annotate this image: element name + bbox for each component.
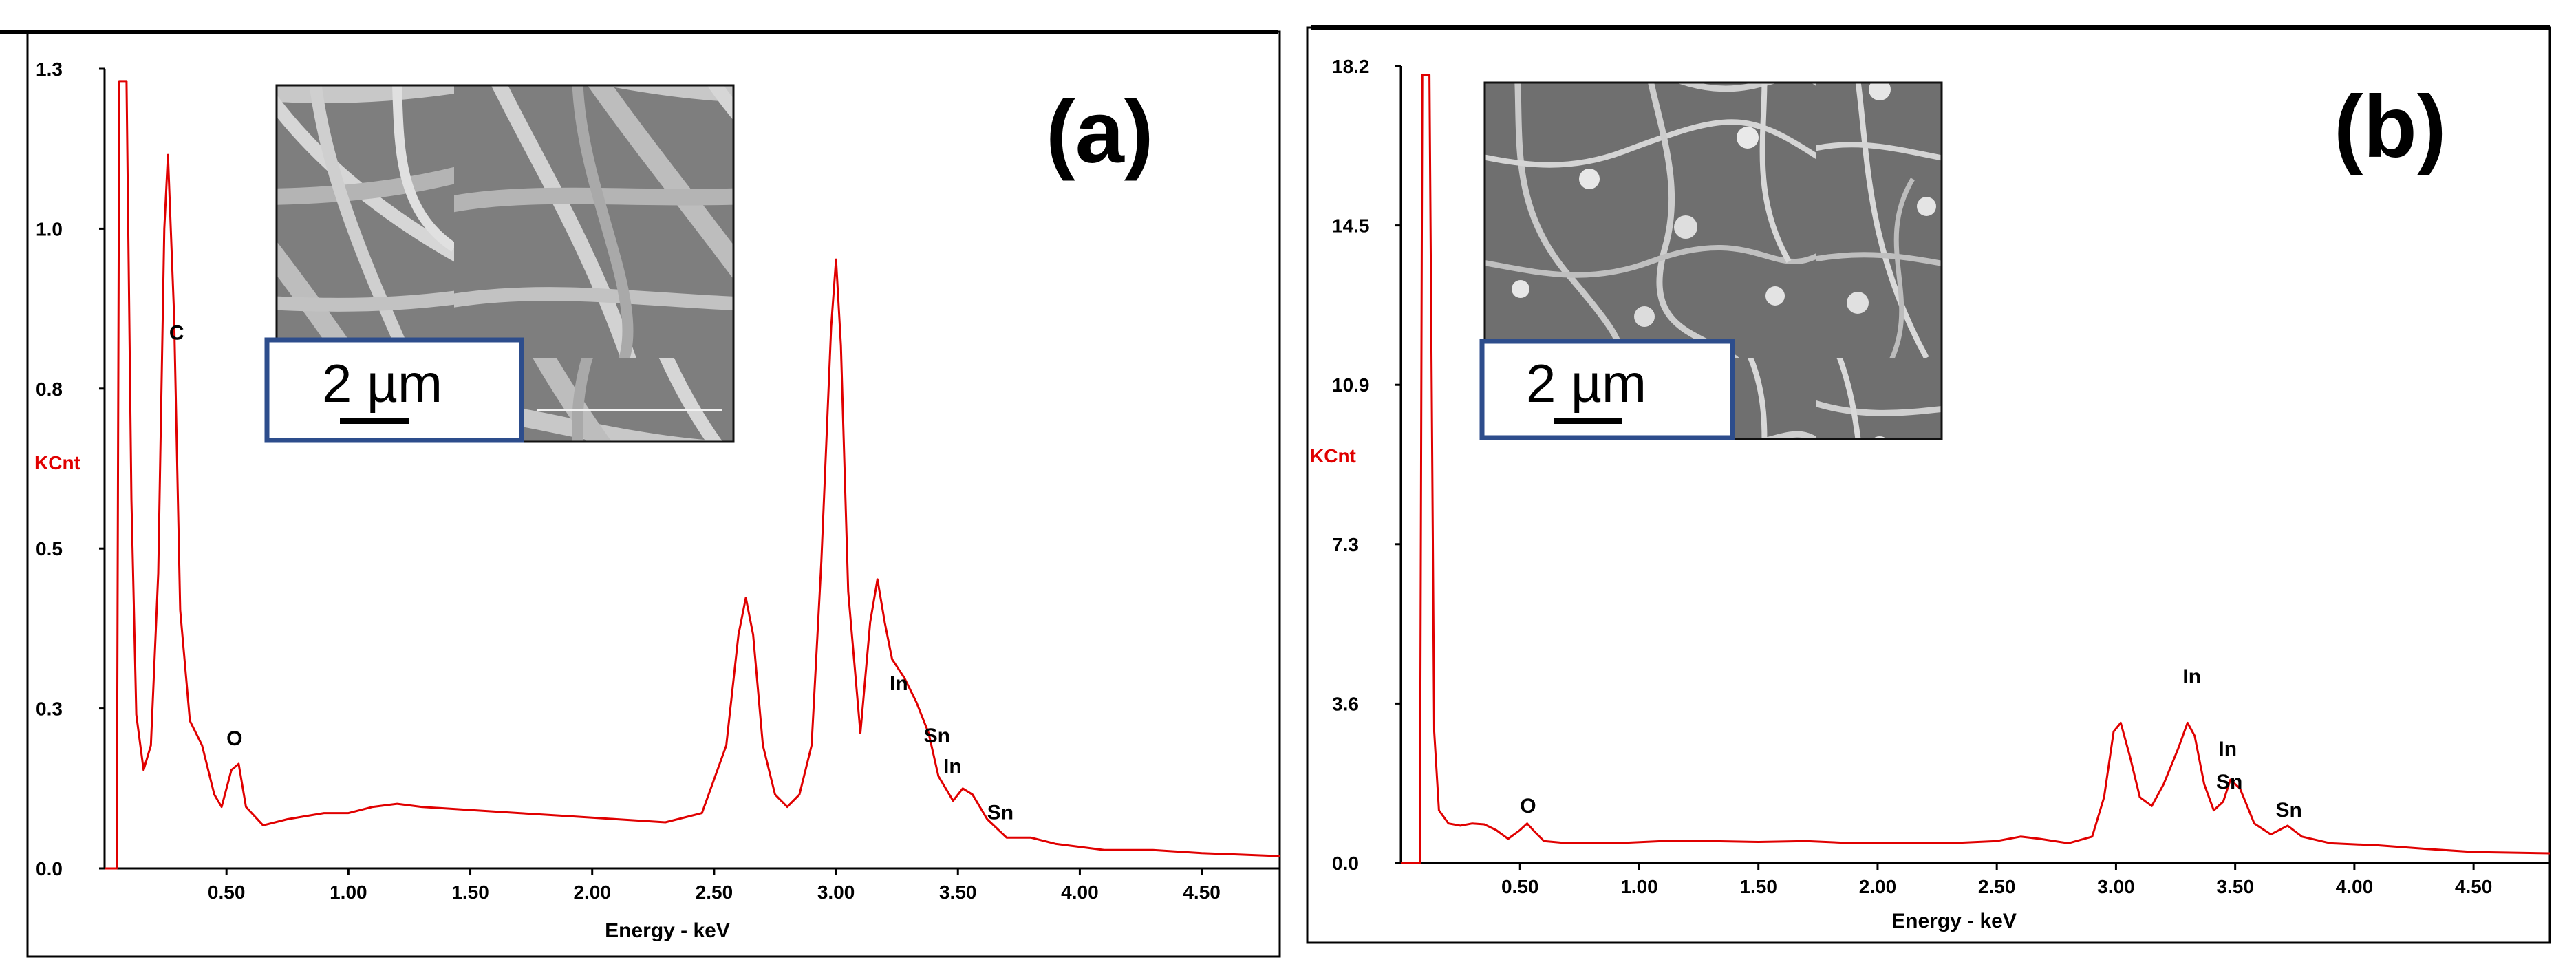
- y-tick-label: 7.3: [1332, 534, 1359, 555]
- peak-label: In: [2182, 665, 2201, 688]
- panel-a-label: (a): [1046, 83, 1153, 182]
- panel-a-peak-labels: C O In Sn In Sn: [169, 321, 1013, 824]
- y-tick-label: 0.3: [36, 698, 63, 720]
- x-tick-label: 1.50: [1739, 876, 1777, 897]
- panel-b-x-ticks: 0.50 1.00 1.50 2.00 2.50 3.00 3.50 4.00 4.50: [1501, 863, 2492, 897]
- peak-label: In: [2218, 738, 2237, 760]
- peak-label: Sn: [987, 801, 1013, 824]
- panel-b-sem-inset: 2 µm: [1479, 81, 1943, 440]
- panel-a-spectrum-line: [105, 80, 1280, 870]
- x-tick-label: 4.00: [1061, 881, 1099, 903]
- x-tick-label: 1.00: [1620, 876, 1658, 897]
- x-tick-label: 2.00: [1859, 876, 1897, 897]
- y-tick-label: 0.8: [36, 378, 63, 400]
- x-tick-label: 0.50: [208, 881, 246, 903]
- y-tick-label: 1.0: [36, 218, 63, 239]
- y-tick-label: 0.0: [1332, 853, 1359, 874]
- panel-a: 0.0 0.3 0.5 0.8 1.0 1.3 0.50 1.00 1.50 2.00 2.50 3…: [26, 30, 1281, 958]
- peak-label: Sn: [924, 725, 950, 747]
- panel-a-x-axis-title: Energy - keV: [605, 919, 730, 942]
- peak-label: O: [1520, 795, 1536, 817]
- x-tick-label: 1.50: [451, 881, 489, 903]
- x-tick-label: 3.00: [817, 881, 855, 903]
- panel-b-frame: [1306, 26, 2551, 944]
- panel-a-y-axis-label: KCnt: [34, 452, 80, 473]
- panel-a-frame: [26, 30, 1281, 958]
- panel-b-label: (b): [2334, 78, 2446, 176]
- peak-label: Sn: [2216, 771, 2242, 793]
- y-tick-label: 10.9: [1332, 374, 1370, 396]
- x-tick-label: 3.00: [2097, 876, 2135, 897]
- x-tick-label: 4.50: [1183, 881, 1221, 903]
- panel-b: 0.0 3.6 7.3 10.9 14.5 18.2 0.50 1.00 1.50 2.00 2.…: [1306, 26, 2551, 944]
- x-tick-label: 1.00: [330, 881, 367, 903]
- panel-b-x-axis-title: Energy - keV: [1891, 910, 2017, 932]
- x-tick-label: 2.50: [696, 881, 733, 903]
- y-tick-label: 1.3: [36, 58, 63, 80]
- x-tick-label: 4.50: [2455, 876, 2493, 897]
- panel-b-scale-label: 2 µm: [1526, 353, 1646, 414]
- peak-label: Sn: [2276, 799, 2302, 822]
- x-tick-label: 3.50: [939, 881, 977, 903]
- panel-b-y-axis-label: KCnt: [1310, 445, 1356, 467]
- panel-a-sem-inset: 2 µm: [264, 84, 735, 443]
- x-tick-label: 4.00: [2336, 876, 2374, 897]
- x-tick-label: 2.00: [573, 881, 611, 903]
- panel-b-peak-labels: O In In Sn Sn: [1520, 665, 2302, 822]
- y-tick-label: 14.5: [1332, 215, 1370, 237]
- y-tick-label: 0.0: [36, 858, 63, 879]
- y-tick-label: 3.6: [1332, 693, 1359, 714]
- peak-label: O: [226, 727, 242, 750]
- x-tick-label: 0.50: [1501, 876, 1539, 897]
- panel-b-spectrum-line: [1401, 74, 2551, 864]
- panel-a-y-ticks: 0.0 0.3 0.5 0.8 1.0 1.3: [36, 58, 105, 879]
- panel-b-y-ticks: 0.0 3.6 7.3 10.9 14.5 18.2: [1332, 56, 1401, 874]
- x-tick-label: 3.50: [2216, 876, 2254, 897]
- peak-label: In: [943, 755, 962, 778]
- peak-label: In: [890, 672, 908, 695]
- peak-label: C: [169, 321, 184, 344]
- y-tick-label: 18.2: [1332, 56, 1370, 77]
- panel-a-scale-label: 2 µm: [322, 353, 442, 414]
- x-tick-label: 2.50: [1978, 876, 2016, 897]
- panel-a-x-ticks: 0.50 1.00 1.50 2.00 2.50 3.00 3.50 4.00 4.50: [208, 868, 1221, 903]
- y-tick-label: 0.5: [36, 538, 63, 559]
